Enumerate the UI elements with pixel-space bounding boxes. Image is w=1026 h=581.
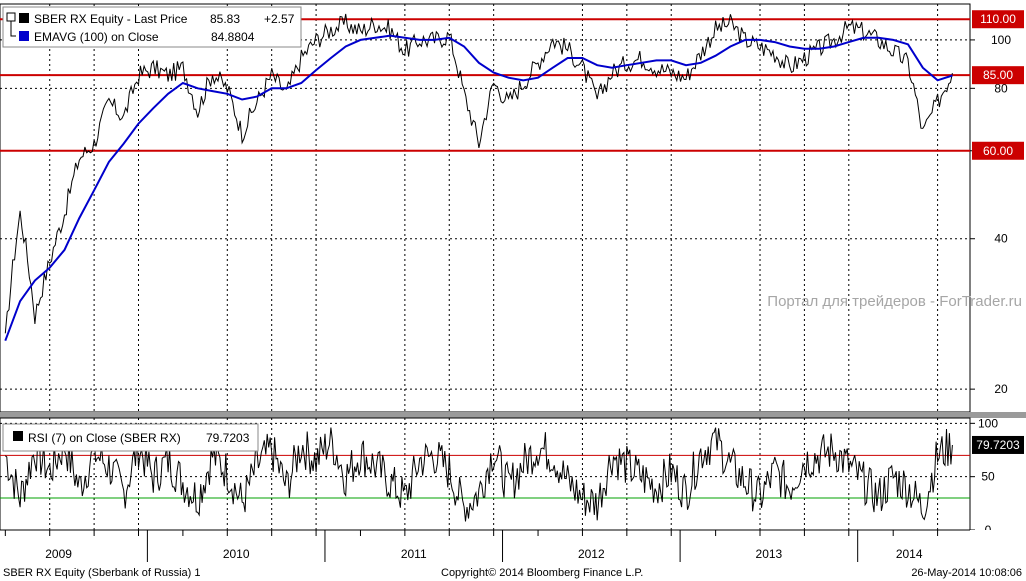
resistance-badge-label: 110.00 — [980, 12, 1016, 26]
x-tick-label: 2009 — [45, 547, 72, 561]
price-y-tick-label: 20 — [994, 382, 1008, 396]
price-legend-box — [2, 6, 302, 48]
rsi-series-group: 79.7203 — [4, 427, 1024, 522]
x-axis-ticks: 2009 2010 2011 2012 2013 2014 — [4, 530, 939, 562]
footer-timestamp: 26-May-2014 10:08:06 — [911, 567, 1022, 579]
rsi-y-axis: 050100 — [970, 416, 998, 537]
rsi-legend-box — [2, 423, 259, 452]
price-series-group — [4, 13, 953, 342]
price-gridlines — [0, 4, 970, 412]
x-tick-label: 2013 — [756, 547, 783, 561]
resistance-badge — [972, 66, 1024, 85]
price-y-tick-label: 100 — [991, 33, 1011, 47]
footer-security-name: SBER RX Equity (Sberbank of Russia) 1 — [3, 567, 200, 579]
x-tick-label: 2010 — [223, 547, 250, 561]
resistance-badge — [972, 10, 1024, 29]
price-y-tick-label: 40 — [994, 232, 1008, 246]
rsi-y-tick-label: 100 — [978, 416, 998, 430]
legend-price-series-name: SBER RX Equity - Last Price — [34, 12, 188, 26]
price-plot-background — [0, 3, 971, 413]
watermark: Портал для трейдеров - ForTrader.ru — [767, 293, 1022, 310]
legend-tree-connector-icon — [10, 21, 16, 37]
price-y-axis: 20406080100 — [970, 33, 1011, 396]
rsi-legend: RSI (7) on Close (SBER RX) 79.7203 — [2, 423, 259, 452]
resistance-badge — [972, 141, 1024, 160]
resistance-lines: 110.00 85.00 60.00 — [0, 10, 1024, 160]
legend-price-change: +2.57 — [264, 12, 295, 26]
legend-price-value: 85.83 — [210, 12, 240, 26]
footer-copyright: Copyright© 2014 Bloomberg Finance L.P. — [441, 567, 643, 579]
x-tick-label: 2012 — [578, 547, 605, 561]
ema-series-line — [4, 34, 953, 342]
resistance-badge-label: 85.00 — [983, 68, 1013, 82]
panel-separator[interactable] — [0, 412, 1026, 418]
x-tick-label: 2011 — [401, 547, 427, 561]
legend-collapse-icon[interactable] — [6, 12, 16, 22]
rsi-y-tick-label: 50 — [981, 470, 995, 484]
legend-rsi-series-name: RSI (7) on Close (SBER RX) — [28, 431, 181, 445]
price-legend: SBER RX Equity - Last Price 85.83 +2.57 … — [2, 6, 302, 48]
price-y-tick-label: 80 — [994, 81, 1008, 95]
legend-rsi-color-swatch — [13, 431, 23, 441]
footer: SBER RX Equity (Sberbank of Russia) 1 Co… — [3, 567, 1022, 579]
legend-ema-color-swatch — [19, 31, 29, 41]
legend-price-color-swatch — [19, 13, 29, 23]
legend-rsi-value: 79.7203 — [206, 431, 250, 445]
rsi-reference-lines — [0, 454, 970, 499]
rsi-current-badge — [972, 435, 1024, 454]
x-tick-label: 2014 — [896, 547, 923, 561]
rsi-panel: 050100 79.7203 RSI (7) on Close (SBER RX… — [0, 416, 1024, 537]
legend-ema-series-name: EMAVG (100) on Close — [34, 30, 159, 44]
x-axis-background — [0, 530, 1026, 564]
rsi-series-line — [4, 427, 953, 522]
x-axis: 2009 2010 2011 2012 2013 2014 — [0, 529, 1026, 564]
price-series-line — [4, 13, 953, 334]
legend-ema-value: 84.8804 — [211, 30, 255, 44]
rsi-current-badge-label: 79.7203 — [976, 438, 1020, 452]
resistance-badge-label: 60.00 — [983, 144, 1013, 158]
